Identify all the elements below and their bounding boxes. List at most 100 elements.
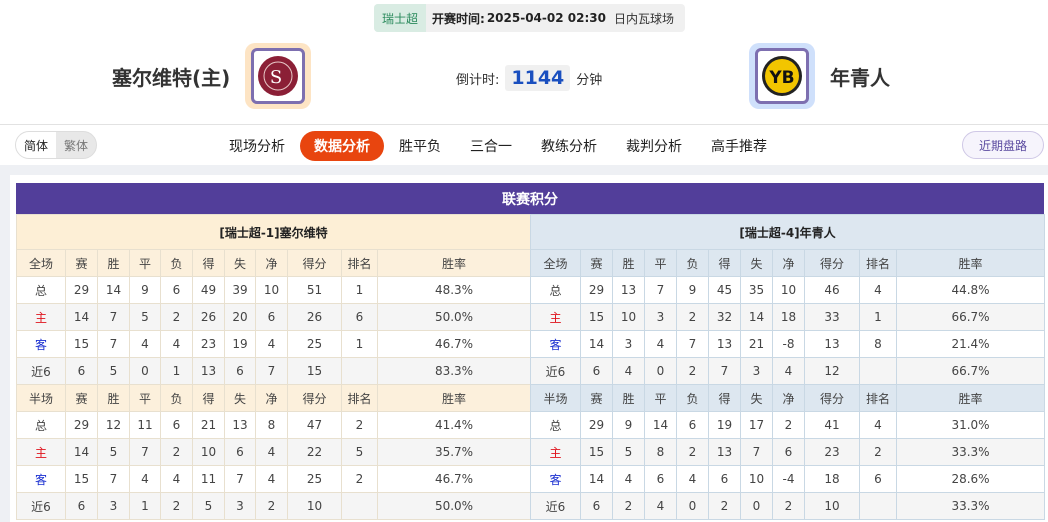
stat-cell: 5 [612,438,645,466]
tab-3[interactable]: 三合一 [470,139,512,155]
table-row: 客 14 3 4 7 13 21 -8 13 8 21.4% [530,330,1046,358]
stat-cell: 7 [129,438,161,466]
section-label: 全场 [16,249,66,277]
stat-cell: 8 [644,438,677,466]
tab-2[interactable]: 胜平负 [399,139,441,155]
column-header: 平 [129,384,161,412]
stat-cell: 7 [676,330,709,358]
stat-cell: 2 [676,303,709,331]
table-row: 主 14 5 7 2 10 6 4 22 5 35.7% [16,438,531,466]
row-label: 主 [530,303,581,331]
match-info-bar: 瑞士超 开赛时间: 2025-04-02 02:30 日内瓦球场 [374,4,685,32]
stat-cell: 35.7% [377,438,531,466]
stat-cell: 2 [160,303,193,331]
stat-cell: 33 [804,303,860,331]
countdown-value: 1144 [505,65,571,91]
stat-cell: 5 [129,303,161,331]
stat-cell: 22 [287,438,342,466]
stat-cell: 66.7% [895,357,1046,385]
stat-cell: 5 [97,357,130,385]
recent-handicap-button[interactable]: 近期盘路 [962,131,1044,159]
stat-cell: 4 [129,465,161,493]
stat-cell: 19 [708,411,741,439]
stat-cell: 12 [97,411,130,439]
table-row: 客 14 4 6 4 6 10 -4 18 6 28.6% [530,465,1046,493]
home-team-name[interactable]: 塞尔维特(主) [112,66,231,90]
tab-1[interactable]: 数据分析 [300,131,384,161]
home-standings-table: [瑞士超-1]塞尔维特 全场赛胜平负得失净得分 排名 胜率总 29 14 9 6 49 39 10 5… [16,214,531,520]
tab-4[interactable]: 教练分析 [541,139,597,155]
stat-cell: 10 [255,276,288,304]
stat-cell: 14 [740,303,773,331]
stat-cell: 7 [224,465,256,493]
table-row: 总 29 9 14 6 19 17 2 41 4 31.0% [530,411,1046,439]
stat-cell: 6 [859,465,897,493]
stat-cell: 13 [708,438,741,466]
row-label: 总 [16,411,66,439]
stat-cell: 15 [580,303,613,331]
table-row: 主 14 7 5 2 26 20 6 26 6 50.0% [16,303,531,331]
stat-cell: 26 [287,303,342,331]
stat-cell: 2 [772,411,805,439]
stat-cell: 2 [160,492,193,520]
row-label: 近6 [530,492,581,520]
countdown-unit: 分钟 [576,72,603,88]
stat-cell: 29 [65,411,98,439]
away-team-logo[interactable]: YB [749,43,815,109]
column-header: 得 [708,249,741,277]
column-header: 失 [740,384,773,412]
stat-cell: 4 [255,465,288,493]
row-label: 客 [16,465,66,493]
league-badge[interactable]: 瑞士超 [374,4,427,32]
stat-cell: 0 [644,357,677,385]
stat-cell: 14 [644,411,677,439]
stat-cell: 8 [859,330,897,358]
language-toggle[interactable]: 简体 繁体 [15,131,97,159]
stat-cell: 41.4% [377,411,531,439]
stat-cell: 4 [772,357,805,385]
stat-cell: 46 [804,276,860,304]
row-label: 主 [16,438,66,466]
column-header: 胜 [97,384,130,412]
stat-cell: 13 [224,411,256,439]
tab-0[interactable]: 现场分析 [229,139,285,155]
home-team-logo[interactable]: S [245,43,311,109]
stat-cell: 7 [708,357,741,385]
column-header: 平 [644,249,677,277]
lang-traditional[interactable]: 繁体 [63,138,88,153]
row-label: 总 [530,411,581,439]
stat-cell: 46.7% [377,330,531,358]
stat-cell: 6 [644,465,677,493]
column-header: 胜 [612,384,645,412]
column-header: 失 [224,249,256,277]
stat-cell: 7 [97,465,130,493]
stat-cell [341,492,378,520]
stat-cell: 12 [804,357,860,385]
countdown-label: 倒计时: [456,72,500,88]
venue: 日内瓦球场 [613,11,674,26]
row-label: 客 [530,330,581,358]
stat-cell: 25 [287,330,342,358]
stat-cell: 2 [255,492,288,520]
stat-cell: 14 [97,276,130,304]
stat-cell: 2 [772,492,805,520]
stat-cell [859,492,897,520]
section-label: 半场 [530,384,581,412]
tab-5[interactable]: 裁判分析 [626,139,682,155]
stat-cell: 6 [160,411,193,439]
stat-cell: 25 [287,465,342,493]
row-label: 总 [16,276,66,304]
stat-cell: 1 [129,492,161,520]
divider [0,124,1048,125]
table-row: 近6 6 4 0 2 7 3 4 12 66.7% [530,357,1046,385]
stat-cell: 1 [341,330,378,358]
column-header-row: 全场赛胜平负得失净得分 排名 胜率 [530,249,1046,277]
away-team-name[interactable]: 年青人 [830,66,890,90]
lang-simplified[interactable]: 简体 [16,132,56,158]
team-header-row: [瑞士超-4]年青人 [529,214,1046,250]
countdown: 倒计时: 1144 分钟 [456,65,602,91]
tab-6[interactable]: 高手推荐 [711,139,767,155]
stat-cell: 4 [255,330,288,358]
column-header: 胜 [97,249,130,277]
stat-cell: 23 [192,330,225,358]
